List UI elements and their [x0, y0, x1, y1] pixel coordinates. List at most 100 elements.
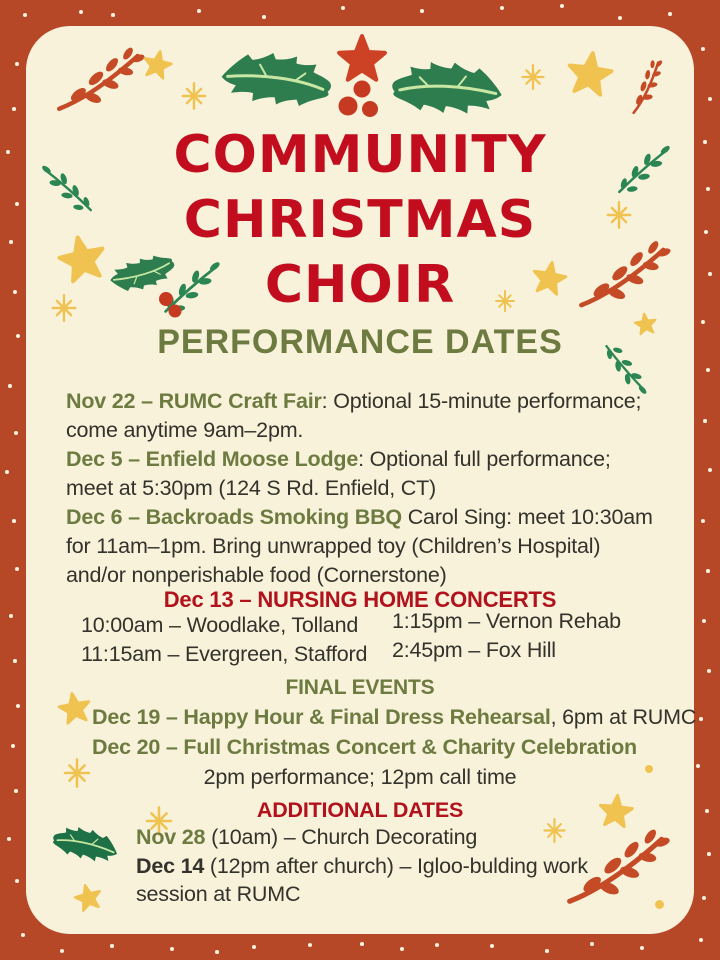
event-line: meet at 5:30pm (124 S Rd. Enfield, CT)	[66, 474, 672, 503]
title-line: COMMUNITY	[173, 125, 547, 185]
event-text: (10am) – Church Decorating	[205, 825, 478, 849]
snow-dot	[702, 619, 706, 623]
snow-dot	[197, 9, 201, 13]
event-line: Dec 5 – Enfield Moose Lodge: Optional fu…	[66, 445, 672, 474]
snow-dot	[15, 62, 19, 66]
snow-dot	[435, 943, 439, 947]
yellow-dot	[645, 765, 653, 773]
event-line: Dec 14 (12pm after church) – Igloo-buldi…	[136, 852, 588, 881]
event-date: Nov 28	[136, 825, 206, 849]
snow-dot	[702, 896, 706, 900]
event-line: Dec 6 – Backroads Smoking BBQ Carol Sing…	[66, 503, 672, 532]
sparkle-icon	[181, 82, 207, 110]
snow-dot	[308, 943, 312, 947]
event-text: : Optional 15-minute performance;	[321, 389, 642, 413]
snow-dot	[545, 949, 549, 953]
snow-dot	[668, 12, 672, 16]
snow-dot	[699, 938, 703, 942]
sparkle-icon	[521, 63, 545, 91]
event-line: session at RUMC	[136, 882, 301, 906]
snow-dot	[560, 4, 564, 8]
holly-garland-icon	[217, 33, 506, 119]
event-text: come anytime 9am–2pm.	[66, 418, 304, 442]
snow-dot	[215, 950, 219, 954]
snow-dot	[15, 202, 19, 206]
snow-dot	[708, 468, 712, 472]
snow-dot	[708, 272, 712, 276]
snow-dot	[13, 290, 17, 294]
snow-dot	[16, 334, 20, 338]
event-line: come anytime 9am–2pm.	[66, 416, 672, 445]
snow-dot	[8, 384, 12, 388]
main-events-list: Nov 22 – RUMC Craft Fair: Optional 15-mi…	[66, 387, 672, 590]
event-line: and/or nonperishable food (Cornerstone)	[66, 561, 672, 590]
snow-dot	[60, 949, 64, 953]
snow-dot	[11, 744, 15, 748]
snow-dot	[696, 764, 700, 768]
snow-dot	[110, 944, 114, 948]
snow-dot	[500, 6, 504, 10]
event-line: Nov 22 – RUMC Craft Fair: Optional 15-mi…	[66, 387, 672, 416]
snow-dot	[703, 140, 707, 144]
snow-dot	[590, 942, 594, 946]
snow-dot	[12, 519, 16, 523]
final-events-list: Dec 19 – Happy Hour & Final Dress Rehear…	[92, 703, 696, 762]
snow-dot	[701, 47, 705, 51]
event-date: Dec 20 – Full Christmas Concert & Charit…	[92, 734, 637, 759]
snow-dot	[15, 567, 19, 571]
berry-branch-icon	[50, 48, 150, 112]
snow-dot	[701, 320, 705, 324]
nursing-concert-item: 2:45pm – Fox Hill	[392, 638, 556, 662]
event-date: Dec 5 – Enfield Moose Lodge	[66, 447, 359, 471]
snow-dot	[618, 16, 622, 20]
snow-dot	[707, 852, 711, 856]
snow-dot	[420, 9, 424, 13]
snow-dot	[262, 15, 266, 19]
snow-dot	[701, 519, 705, 523]
snow-dot	[9, 614, 13, 618]
poster-card	[26, 26, 694, 934]
snow-dot	[341, 6, 345, 10]
nursing-concert-item: 1:15pm – Vernon Rehab	[392, 609, 621, 633]
snow-dot	[707, 669, 711, 673]
event-text: , 6pm at RUMC	[550, 705, 697, 729]
snow-dot	[111, 13, 115, 17]
snow-dot	[13, 659, 17, 663]
event-date: Nov 22 – RUMC Craft Fair	[66, 389, 322, 413]
nursing-home-concerts-heading: Dec 13 – NURSING HOME CONCERTS	[163, 587, 557, 612]
star-icon	[140, 47, 175, 81]
nursing-concert-item: 10:00am – Woodlake, Tolland	[81, 613, 359, 637]
additional-dates-heading: ADDITIONAL DATES	[256, 798, 464, 822]
snow-dot	[706, 187, 710, 191]
yellow-dot	[655, 900, 664, 909]
final-events-heading: FINAL EVENTS	[285, 676, 435, 699]
nursing-right-column: 1:15pm – Vernon Rehab 2:45pm – Fox Hill	[392, 607, 621, 665]
event-line: for 11am–1pm. Bring unwrapped toy (Child…	[66, 532, 672, 561]
event-line: Dec 19 – Happy Hour & Final Dress Rehear…	[92, 703, 696, 733]
snow-dot	[705, 809, 709, 813]
event-text: (12pm after church) – Igloo-bulding work	[204, 853, 588, 878]
snow-dot	[703, 419, 707, 423]
snow-dot	[14, 431, 18, 435]
subtitle: PERFORMANCE DATES	[157, 323, 563, 361]
snow-dot	[360, 942, 364, 946]
snow-dot	[708, 97, 712, 101]
snow-dot	[15, 879, 19, 883]
event-text: Carol Sing: meet 10:30am	[401, 505, 653, 529]
snow-dot	[706, 368, 710, 372]
snow-dot	[704, 230, 708, 234]
snow-dot	[706, 569, 710, 573]
title-line: CHOIR	[264, 255, 456, 315]
additional-dates-list: Nov 28 (10am) – Church Decorating Dec 14…	[136, 823, 588, 909]
event-date: Dec 19 – Happy Hour & Final Dress Rehear…	[92, 705, 551, 729]
event-date: Dec 14	[136, 853, 205, 878]
snow-dot	[9, 240, 13, 244]
event-date: Dec 6 – Backroads Smoking BBQ	[66, 505, 402, 529]
snow-dot	[79, 10, 83, 14]
snow-dot	[6, 150, 10, 154]
snow-dot	[699, 717, 703, 721]
event-text: and/or nonperishable food (Cornerstone)	[66, 563, 447, 587]
snow-dot	[14, 789, 18, 793]
final-events-time-note: 2pm performance; 12pm call time	[203, 765, 517, 789]
berry-icon	[338, 80, 378, 117]
